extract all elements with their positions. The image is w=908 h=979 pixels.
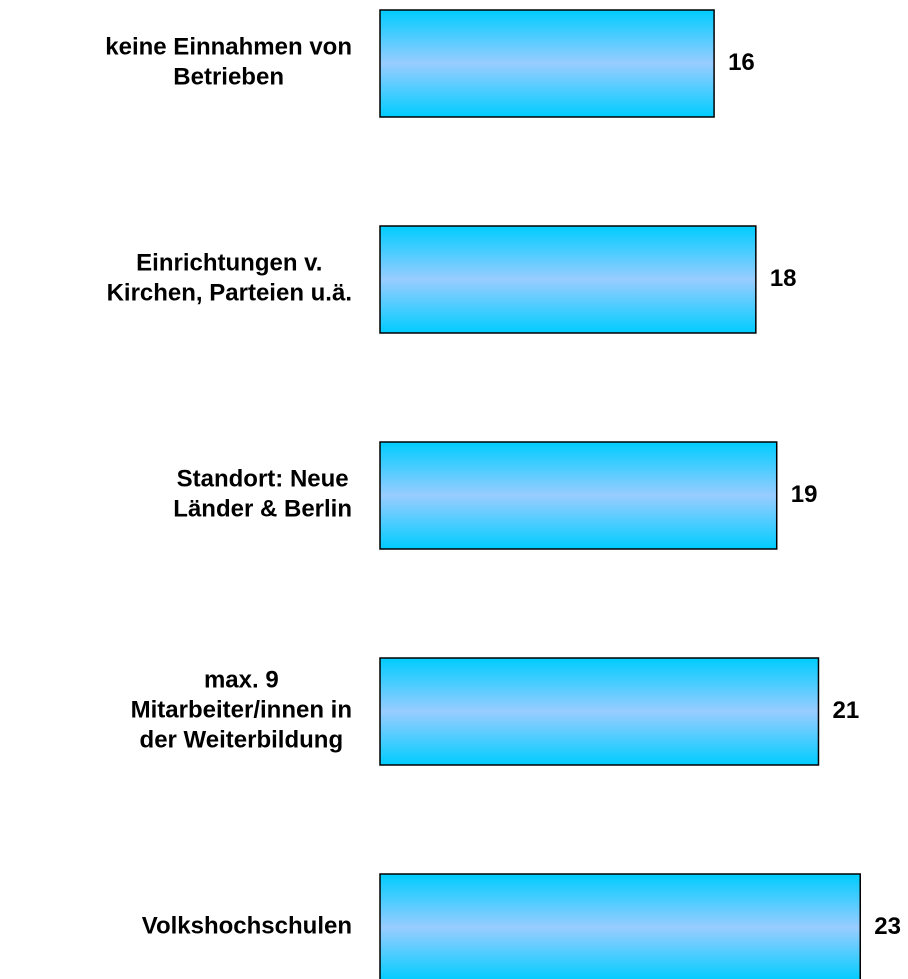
- category-label: keine Einnahmen von Betrieben: [105, 34, 352, 91]
- bar: [379, 657, 820, 766]
- category-label: Einrichtungen v. Kirchen, Parteien u.ä.: [107, 250, 352, 307]
- value-label: 16: [728, 49, 755, 76]
- category-label: max. 9 Mitarbeiter/innen in der Weiterbild…: [131, 667, 352, 754]
- category-label: Standort: Neue Länder & Berlin: [173, 466, 352, 523]
- bar: [379, 9, 715, 118]
- value-label: 19: [791, 481, 818, 508]
- value-label: 23: [874, 913, 901, 940]
- value-label: 21: [832, 697, 859, 724]
- value-label: 18: [770, 265, 797, 292]
- bar: [379, 225, 757, 334]
- category-label: Volkshochschulen: [142, 913, 352, 940]
- bar: [379, 441, 778, 550]
- bar: [379, 873, 861, 979]
